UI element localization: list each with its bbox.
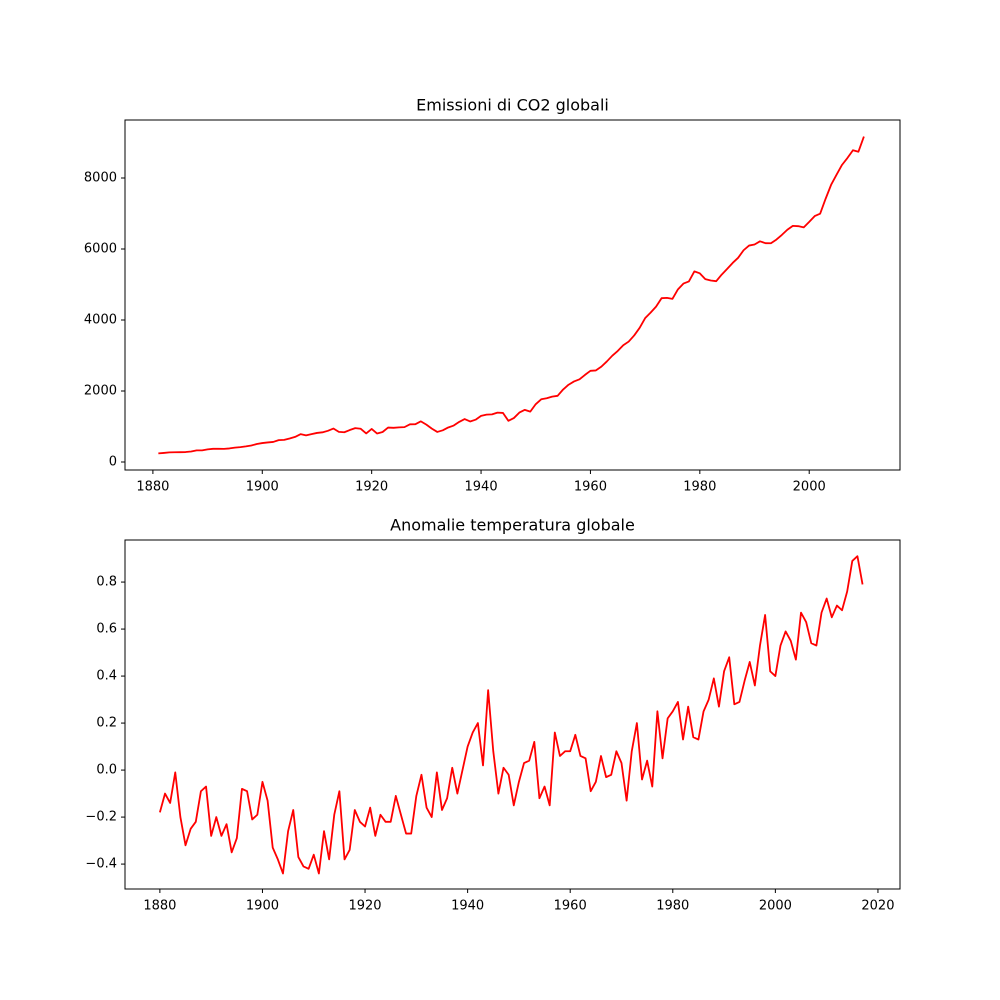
x-tick-label: 1900: [246, 480, 279, 495]
data-line: [159, 555, 864, 875]
chart-title: Emissioni di CO2 globali: [416, 96, 609, 115]
x-tick-label: 1980: [683, 480, 716, 495]
y-tick-label: −0.2: [85, 810, 117, 825]
x-tick-label: 2020: [861, 899, 894, 914]
x-tick-label: 2000: [793, 480, 826, 495]
x-tick-label: 1880: [136, 480, 169, 495]
y-tick-label: 0: [109, 455, 117, 470]
y-tick-label: 0.2: [96, 716, 117, 731]
x-tick-label: 1900: [246, 899, 279, 914]
x-tick-label: 1940: [451, 899, 484, 914]
x-tick-label: 1980: [656, 899, 689, 914]
x-tick-label: 1920: [355, 480, 388, 495]
chart-title: Anomalie temperatura globale: [390, 516, 635, 535]
x-tick-label: 1960: [574, 480, 607, 495]
y-tick-label: 8000: [84, 171, 117, 186]
plot-frame: [124, 539, 901, 890]
y-tick-label: 0.6: [96, 622, 117, 637]
x-tick-label: 1920: [348, 899, 381, 914]
y-tick-label: 0.8: [96, 575, 117, 590]
data-line: [158, 136, 865, 455]
plot-frame: [124, 119, 901, 471]
x-tick-label: 1880: [143, 899, 176, 914]
y-tick-label: 4000: [84, 313, 117, 328]
y-tick-label: 0.0: [96, 763, 117, 778]
x-tick-label: 1960: [554, 899, 587, 914]
y-tick-label: −0.4: [85, 857, 117, 872]
y-tick-label: 6000: [84, 242, 117, 257]
y-tick-label: 0.4: [96, 669, 117, 684]
y-tick-label: 2000: [84, 384, 117, 399]
x-tick-label: 2000: [759, 899, 792, 914]
x-tick-label: 1940: [465, 480, 498, 495]
